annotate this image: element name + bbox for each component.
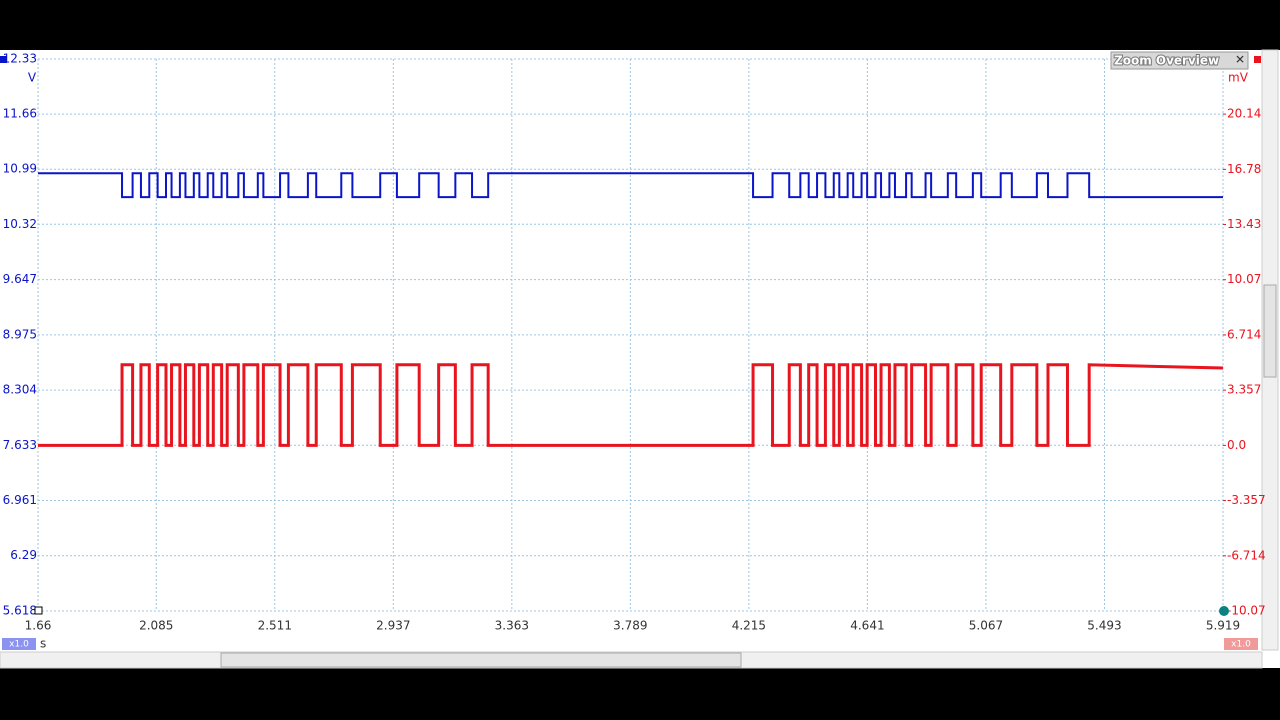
y-tick-label: 6.29 xyxy=(10,548,37,562)
y2-tick-label: 3.357 xyxy=(1227,383,1261,397)
y-tick-label: 7.633 xyxy=(3,438,37,452)
channel-a-marker xyxy=(0,56,7,63)
x-tick-label: 4.215 xyxy=(732,619,766,633)
x-tick-label: 4.641 xyxy=(850,619,884,633)
v-scroll-thumb[interactable] xyxy=(1263,284,1277,378)
y-tick-label: 8.304 xyxy=(3,383,37,397)
y2-unit: mV xyxy=(1228,71,1249,85)
window-title: Zoom Overview xyxy=(1114,54,1219,68)
channel-b-marker xyxy=(1254,56,1261,63)
x-tick-label: 2.085 xyxy=(139,619,173,633)
y-tick-label: 8.975 xyxy=(3,327,37,341)
x-tick-label: 5.067 xyxy=(969,619,1003,633)
y-unit: V xyxy=(28,71,37,85)
x-tick-label: 1.66 xyxy=(25,619,52,633)
zoom-badge xyxy=(1224,638,1258,650)
y2-tick-label: 0.0 xyxy=(1227,438,1246,452)
y2-tick-label: 20.14 xyxy=(1227,107,1261,121)
zoom-label: x1.0 xyxy=(9,640,29,650)
y-tick-label: 10.99 xyxy=(3,162,37,176)
plot: 1.66 2.085 2.511 2.937 3.363 3.789 4.215 4.641 5… xyxy=(3,52,1266,633)
y-tick-label: 12.33 xyxy=(3,52,37,66)
y2-tick-label: 6.714 xyxy=(1227,327,1261,341)
y2-tick-label: -3.357 xyxy=(1227,493,1266,507)
y-tick-label: 6.961 xyxy=(3,493,37,507)
x-tick-label: 5.493 xyxy=(1087,619,1121,633)
origin-marker xyxy=(34,606,43,615)
panel xyxy=(0,50,1280,668)
y2-tick-label: 16.78 xyxy=(1227,162,1261,176)
y-tick-label: 10.32 xyxy=(3,217,37,231)
y2-tick-label: -10.07 xyxy=(1227,604,1266,618)
close-button[interactable]: ✕ xyxy=(1235,53,1245,67)
y2-tick-label: 10.07 xyxy=(1227,272,1261,286)
zoom-label: x1.0 xyxy=(1231,640,1251,650)
x-tick-label: 3.789 xyxy=(613,619,647,633)
zoom-overview-window[interactable] xyxy=(1110,51,1249,70)
trace xyxy=(38,172,1223,199)
x-tick-label: 2.511 xyxy=(258,619,292,633)
h-scroll-thumb[interactable] xyxy=(220,652,742,668)
x-tick-label: 5.919 xyxy=(1206,619,1240,633)
trigger-marker xyxy=(1219,606,1229,616)
x-tick-label: 2.937 xyxy=(376,619,410,633)
y-tick-label: 5.618 xyxy=(3,604,37,618)
x-unit: s xyxy=(40,637,46,651)
zoom-badge xyxy=(2,638,36,650)
y-tick-label: 9.647 xyxy=(3,272,37,286)
trace xyxy=(38,363,1224,447)
y2-tick-label: 13.43 xyxy=(1227,217,1261,231)
x-tick-label: 3.363 xyxy=(495,619,529,633)
y-tick-label: 11.66 xyxy=(3,107,37,121)
y2-tick-label: -6.714 xyxy=(1227,548,1266,562)
